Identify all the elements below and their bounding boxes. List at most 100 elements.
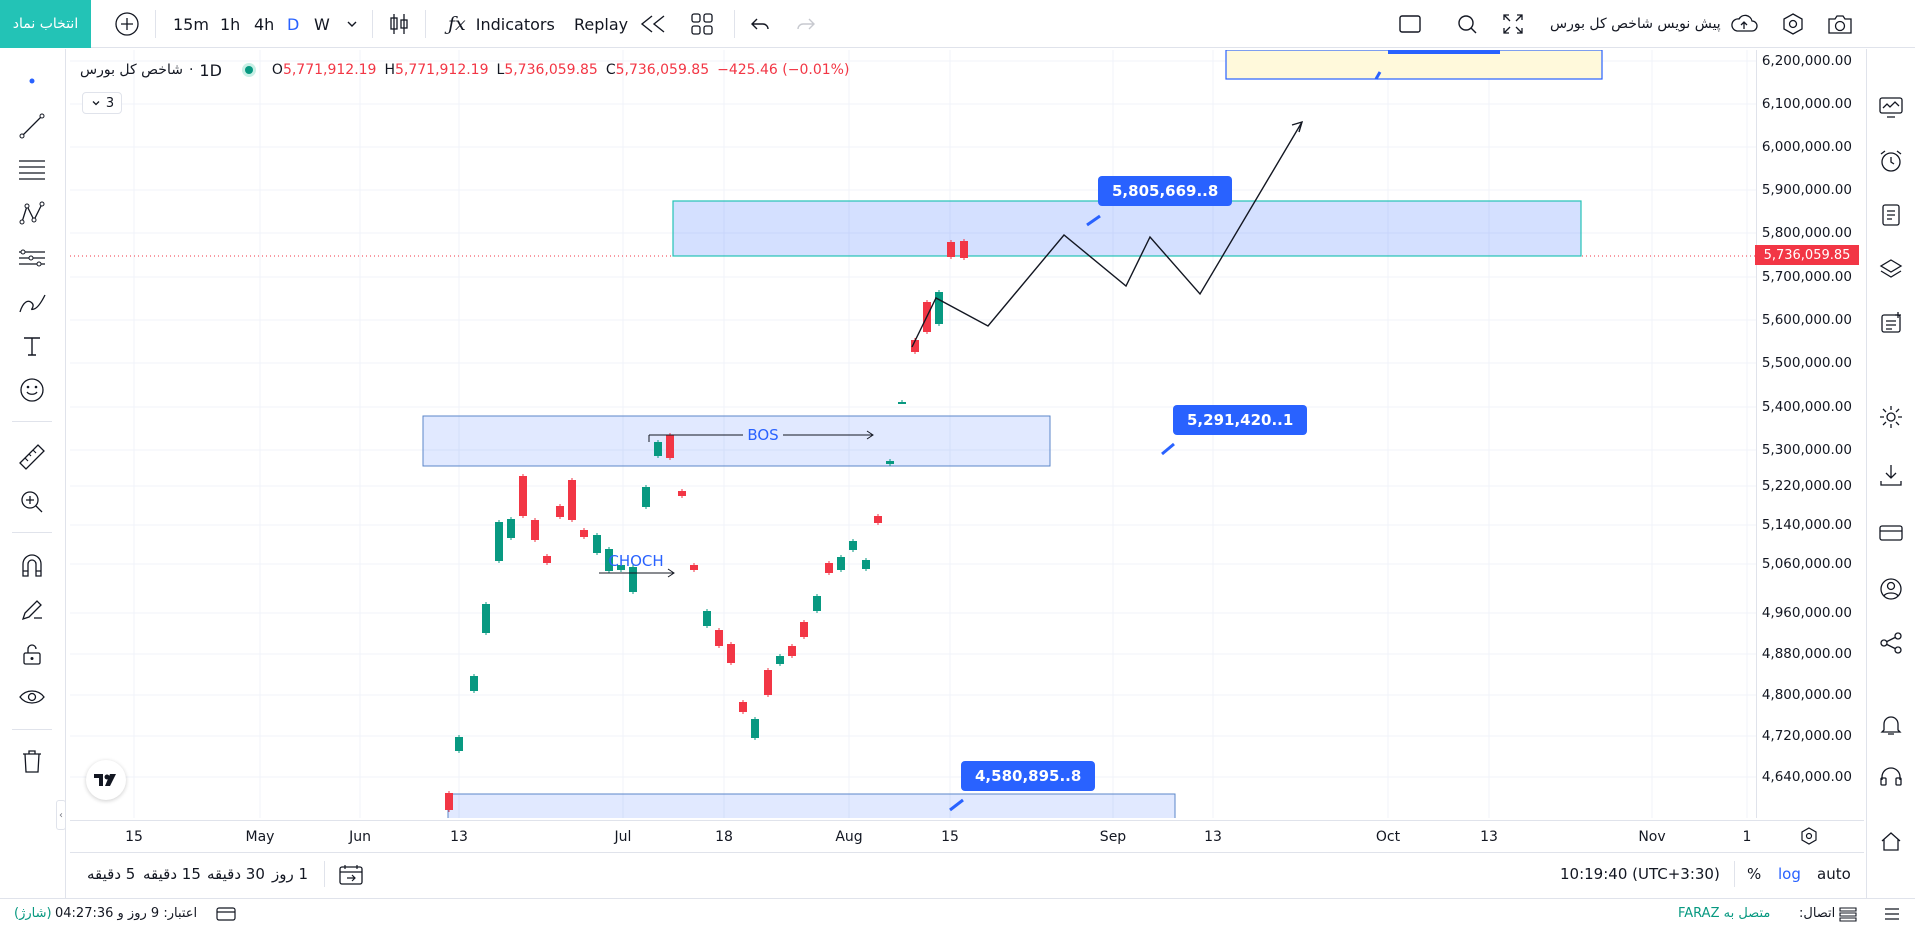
card-icon[interactable] <box>1875 517 1907 549</box>
connection-value[interactable]: متصل به FARAZ <box>1678 906 1771 921</box>
interval-w[interactable]: W <box>314 14 330 34</box>
price-tick-label: 4,800,000.00 <box>1761 687 1852 703</box>
market-status-icon <box>241 63 256 77</box>
legend-symbol[interactable]: شاخص کل بورس <box>80 62 183 78</box>
percent-toggle[interactable]: % <box>1747 865 1762 883</box>
interval-15m[interactable]: 15m <box>173 14 209 34</box>
emoji-icon[interactable] <box>15 373 49 407</box>
maximize-icon[interactable] <box>1501 0 1525 48</box>
candle-body <box>455 737 463 751</box>
stay-drawing-icon[interactable] <box>15 593 49 627</box>
layouts-icon[interactable] <box>690 0 714 48</box>
chart-grid <box>70 50 1756 818</box>
chart-pane[interactable]: BOS CHOCH شاخص کل بورس · 1D O 5,771,912.1… <box>70 46 1756 825</box>
charge-link[interactable]: (شارژ) <box>14 906 52 921</box>
legend-interval[interactable]: 1D <box>199 60 222 80</box>
tradingview-logo[interactable] <box>86 760 126 800</box>
brush-icon[interactable] <box>15 285 49 319</box>
gear-icon[interactable] <box>1875 401 1907 433</box>
zoom-in-icon[interactable] <box>15 485 49 519</box>
time-axis[interactable]: 15 May Jun 13 Jul 18 Aug 15 Sep 13 Oct 13 Nov 1 <box>70 820 1864 850</box>
candle-body <box>813 596 821 611</box>
replay-button[interactable]: Replay <box>574 0 668 48</box>
time-tick-label: 18 <box>715 829 733 845</box>
collapse-left-panel-handle[interactable]: ‹ <box>56 800 66 830</box>
clock-readout[interactable]: 10:19:40 (UTC+3:30) <box>1560 865 1720 883</box>
notes-icon[interactable] <box>1875 199 1907 231</box>
range-5m[interactable]: 5 دقیقه <box>87 865 136 883</box>
headset-icon[interactable] <box>1875 761 1907 793</box>
log-toggle[interactable]: log <box>1778 865 1801 883</box>
cursor-dot-icon[interactable] <box>15 64 49 98</box>
lock-icon[interactable] <box>15 637 49 671</box>
price-tick-label: 6,100,000.00 <box>1761 96 1852 112</box>
quick-search-icon[interactable] <box>1454 0 1480 48</box>
interval-1h[interactable]: 1h <box>220 14 241 34</box>
interval-d[interactable]: D <box>287 14 300 34</box>
bell-icon[interactable] <box>1875 709 1907 741</box>
range-1d[interactable]: 1 روز <box>272 865 309 883</box>
price-tick-label: 5,400,000.00 <box>1761 399 1852 415</box>
user-icon[interactable] <box>1875 573 1907 605</box>
candle-body <box>739 702 747 712</box>
interval-4h[interactable]: 4h <box>254 14 275 34</box>
projection-icon[interactable] <box>15 241 49 275</box>
candle-body <box>898 402 906 404</box>
trend-line-icon[interactable] <box>15 109 49 143</box>
chevron-down-icon[interactable] <box>344 0 360 48</box>
candle-body <box>703 611 711 626</box>
indicators-button[interactable]: ƒx Indicators <box>448 0 555 48</box>
download-icon[interactable] <box>1875 459 1907 491</box>
fib-retracement-icon[interactable] <box>15 153 49 187</box>
legend-change: −425.46 (−0.01%) <box>717 62 850 78</box>
price-callout-3[interactable]: 4,580,895..8 <box>961 761 1096 791</box>
time-tick-label: 13 <box>1204 829 1222 845</box>
time-tick-label: Aug <box>835 829 863 845</box>
magnet-icon[interactable] <box>15 549 49 583</box>
redo-icon[interactable] <box>794 0 818 48</box>
range-30m[interactable]: 30 دقیقه <box>207 865 265 883</box>
auto-toggle[interactable]: auto <box>1817 865 1851 883</box>
layers-icon[interactable] <box>1875 253 1907 285</box>
alarm-clock-icon[interactable] <box>1875 145 1907 177</box>
candle-body <box>543 556 551 563</box>
price-callout-1[interactable]: 5,805,669..8 <box>1098 176 1233 206</box>
axis-settings-icon[interactable] <box>1799 826 1819 850</box>
watchlist-icon[interactable] <box>1875 91 1907 123</box>
add-symbol-icon[interactable] <box>113 0 141 48</box>
undo-icon[interactable] <box>748 0 772 48</box>
range-15m[interactable]: 15 دقیقه <box>143 865 201 883</box>
symbol-search-button[interactable]: انتخاب نماد <box>0 0 91 48</box>
candle-body <box>507 519 515 538</box>
candle-body <box>690 565 698 570</box>
fullscreen-square-icon[interactable] <box>1397 0 1423 48</box>
cloud-save-icon[interactable] <box>1728 0 1760 48</box>
menu-hamburger-icon[interactable] <box>1882 903 1902 927</box>
pattern-icon[interactable] <box>15 197 49 231</box>
add-list-icon[interactable] <box>1875 307 1907 339</box>
bos-arrowhead <box>866 430 874 440</box>
price-axis[interactable]: 6,200,000.00 6,100,000.00 6,000,000.00 5,90… <box>1756 50 1864 818</box>
candle-body <box>666 435 674 458</box>
settings-hexagon-icon[interactable] <box>1780 0 1806 48</box>
trash-icon[interactable] <box>15 744 49 778</box>
indicators-collapse-button[interactable]: 3 <box>82 92 122 114</box>
price-tick-label: 5,060,000.00 <box>1761 556 1852 572</box>
layout-title[interactable]: پیش نویس شاخص کل بورس <box>1550 16 1721 32</box>
share-icon[interactable] <box>1875 627 1907 659</box>
candles-icon[interactable] <box>386 0 412 48</box>
time-tick-label: 1 <box>1742 829 1752 845</box>
chart-canvas[interactable]: BOS CHOCH <box>70 46 1756 825</box>
candle-body <box>751 719 759 738</box>
candle-body <box>911 340 919 352</box>
candle-body <box>519 476 527 516</box>
price-callout-2[interactable]: 5,291,420..1 <box>1173 405 1308 435</box>
ruler-icon[interactable] <box>15 440 49 474</box>
home-icon[interactable] <box>1875 825 1907 857</box>
camera-icon[interactable] <box>1826 0 1854 48</box>
eye-icon[interactable] <box>15 681 49 715</box>
target-zone-callout-tail <box>1374 71 1382 80</box>
indicators-label: Indicators <box>475 14 555 34</box>
date-range-icon[interactable] <box>338 863 364 891</box>
text-tool-icon[interactable] <box>15 329 49 363</box>
